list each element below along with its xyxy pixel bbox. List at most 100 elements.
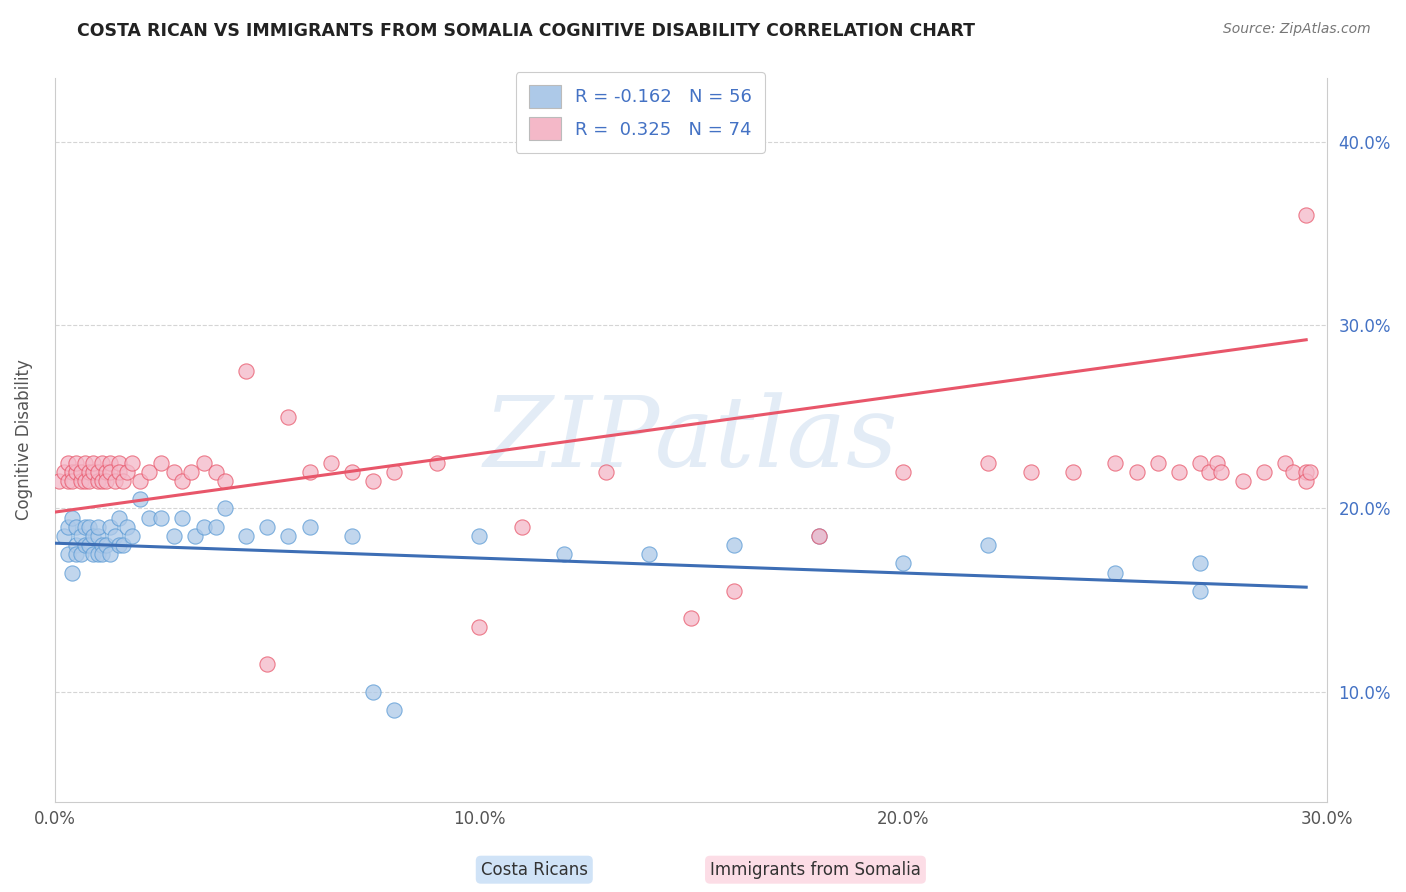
Point xyxy=(340,465,363,479)
Point xyxy=(94,465,117,479)
Point xyxy=(361,684,384,698)
Point xyxy=(108,456,131,470)
Point xyxy=(52,529,75,543)
Point xyxy=(807,529,830,543)
Point xyxy=(1299,465,1322,479)
Point xyxy=(723,538,745,552)
Point xyxy=(1189,456,1212,470)
Point xyxy=(205,519,228,533)
Point xyxy=(1274,456,1296,470)
Point xyxy=(205,465,228,479)
Point xyxy=(65,538,87,552)
Text: Immigrants from Somalia: Immigrants from Somalia xyxy=(710,861,921,879)
Point xyxy=(298,519,321,533)
Point xyxy=(52,465,75,479)
Point xyxy=(426,456,449,470)
Point xyxy=(82,547,104,561)
Point xyxy=(1295,465,1317,479)
Point xyxy=(977,538,1000,552)
Point xyxy=(138,465,160,479)
Point xyxy=(1019,465,1042,479)
Point xyxy=(193,519,215,533)
Point xyxy=(1104,456,1126,470)
Point xyxy=(807,529,830,543)
Point xyxy=(108,510,131,524)
Point xyxy=(150,456,173,470)
Text: Source: ZipAtlas.com: Source: ZipAtlas.com xyxy=(1223,22,1371,37)
Point xyxy=(60,474,83,488)
Point xyxy=(184,529,207,543)
Point xyxy=(277,409,299,424)
Point xyxy=(86,547,108,561)
Point xyxy=(1168,465,1191,479)
Point xyxy=(468,620,491,634)
Text: COSTA RICAN VS IMMIGRANTS FROM SOMALIA COGNITIVE DISABILITY CORRELATION CHART: COSTA RICAN VS IMMIGRANTS FROM SOMALIA C… xyxy=(77,22,976,40)
Point xyxy=(1295,208,1317,222)
Point xyxy=(129,474,152,488)
Point xyxy=(108,538,131,552)
Point xyxy=(65,465,87,479)
Point xyxy=(150,510,173,524)
Point xyxy=(94,474,117,488)
Point xyxy=(90,538,112,552)
Text: ZIPatlas: ZIPatlas xyxy=(484,392,898,487)
Point xyxy=(235,529,257,543)
Point xyxy=(1189,583,1212,598)
Point xyxy=(256,657,278,672)
Point xyxy=(1211,465,1233,479)
Point xyxy=(723,583,745,598)
Point xyxy=(69,474,91,488)
Point xyxy=(60,566,83,580)
Point xyxy=(256,519,278,533)
Point xyxy=(60,465,83,479)
Point xyxy=(94,538,117,552)
Point xyxy=(1104,566,1126,580)
Point xyxy=(82,529,104,543)
Point xyxy=(1189,557,1212,571)
Point xyxy=(56,456,79,470)
Point xyxy=(98,465,121,479)
Point xyxy=(86,474,108,488)
Point xyxy=(65,519,87,533)
Text: Costa Ricans: Costa Ricans xyxy=(481,861,588,879)
Point xyxy=(112,474,135,488)
Point xyxy=(121,529,143,543)
Point xyxy=(60,510,83,524)
Point xyxy=(1232,474,1254,488)
Point xyxy=(69,547,91,561)
Point xyxy=(977,456,1000,470)
Point xyxy=(384,465,406,479)
Point xyxy=(891,465,914,479)
Point xyxy=(193,456,215,470)
Point xyxy=(86,519,108,533)
Y-axis label: Cognitive Disability: Cognitive Disability xyxy=(15,359,32,520)
Point xyxy=(73,456,96,470)
Point xyxy=(65,547,87,561)
Point xyxy=(104,529,127,543)
Point xyxy=(98,519,121,533)
Point xyxy=(98,456,121,470)
Point xyxy=(56,474,79,488)
Point xyxy=(468,529,491,543)
Point xyxy=(1146,456,1168,470)
Point xyxy=(595,465,617,479)
Point xyxy=(129,492,152,507)
Point xyxy=(172,474,194,488)
Point xyxy=(77,538,100,552)
Point xyxy=(77,474,100,488)
Point xyxy=(77,465,100,479)
Point xyxy=(69,529,91,543)
Point xyxy=(1062,465,1084,479)
Point xyxy=(340,529,363,543)
Point xyxy=(1125,465,1147,479)
Point xyxy=(121,456,143,470)
Point xyxy=(56,547,79,561)
Point xyxy=(1253,465,1275,479)
Point xyxy=(104,474,127,488)
Point xyxy=(180,465,202,479)
Point xyxy=(1206,456,1229,470)
Point xyxy=(90,547,112,561)
Point xyxy=(298,465,321,479)
Point xyxy=(384,703,406,717)
Point xyxy=(361,474,384,488)
